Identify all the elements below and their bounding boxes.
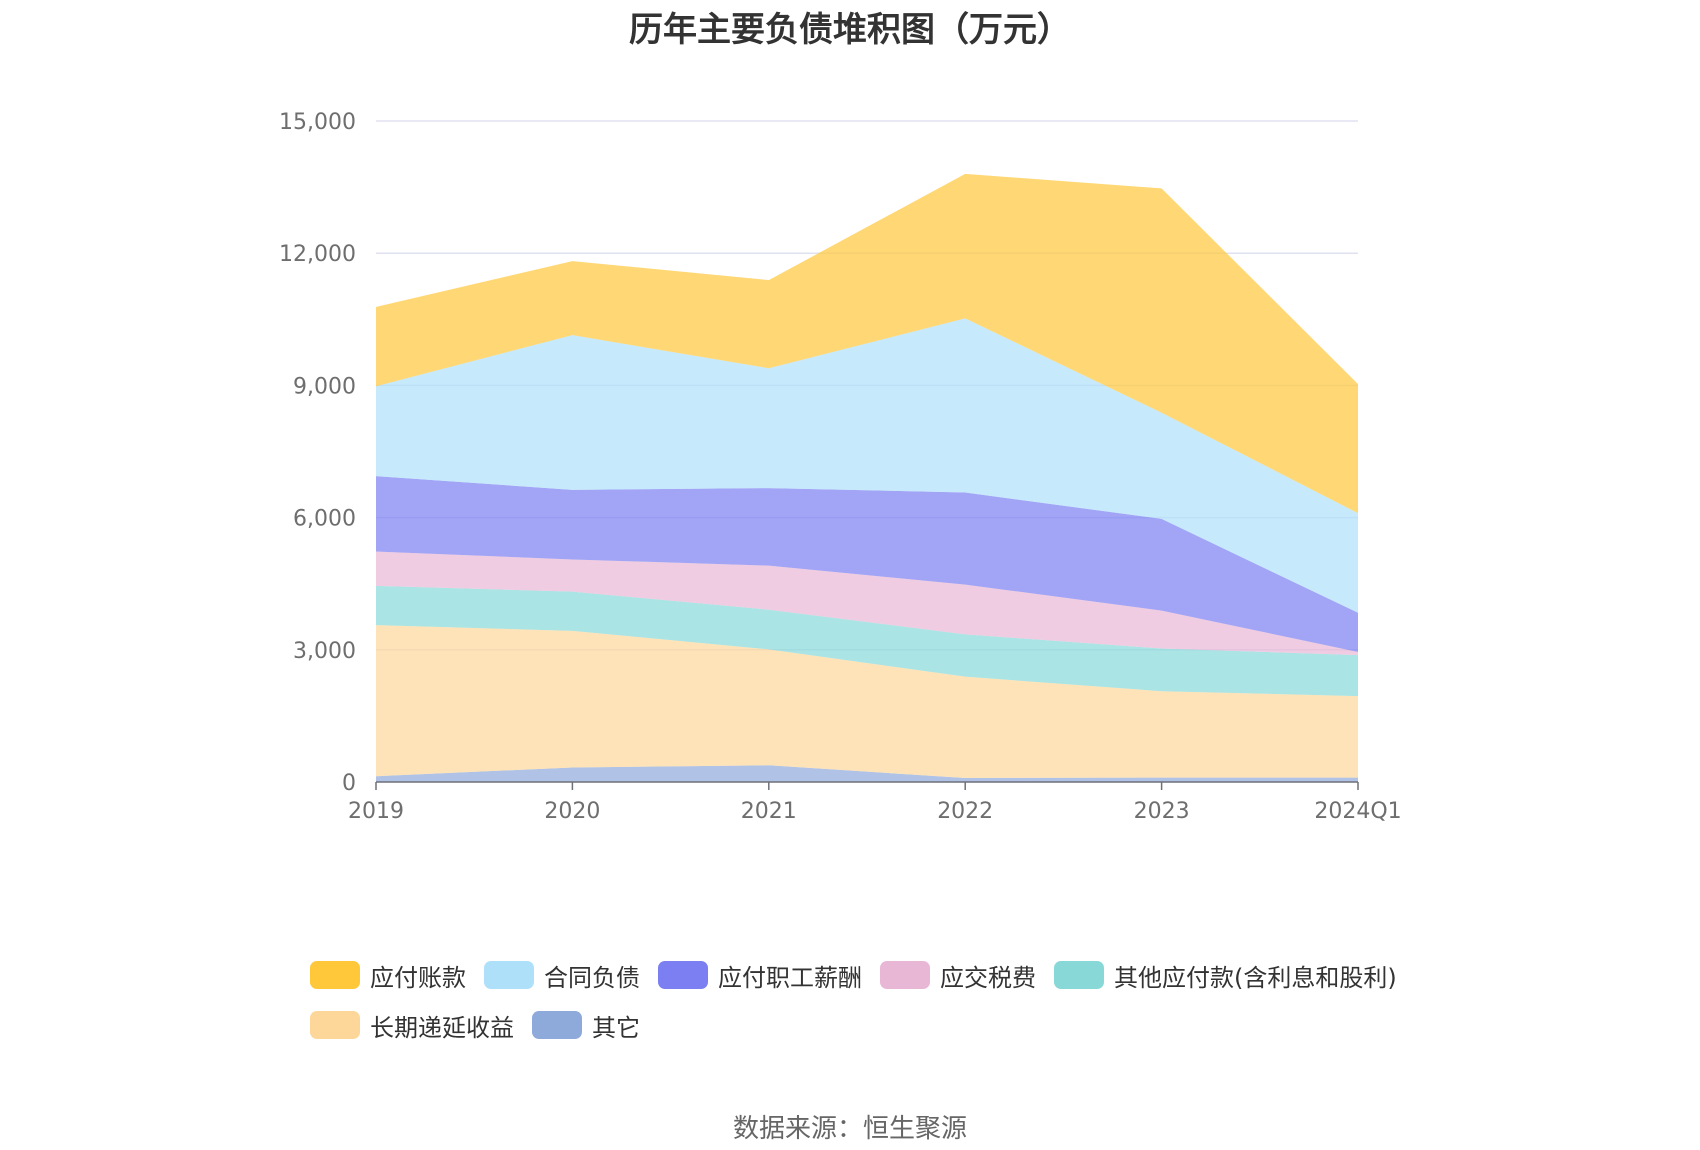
x-tick-label: 2020 [544,799,600,824]
x-tick-label: 2022 [937,799,993,824]
legend-swatch [658,961,708,989]
legend-item[interactable]: 应付职工薪酬 [658,958,862,992]
data-source: 数据来源：恒生聚源 [732,1114,967,1144]
legend-swatch [880,961,930,989]
legend: 应付账款 合同负债 应付职工薪酬 应交税费 其他应付款(含利息和股利) 长期递延收益 其它 [310,958,1460,1058]
legend-item[interactable]: 其它 [532,1008,640,1042]
y-tick-label: 3,000 [293,639,356,664]
legend-item[interactable]: 应付账款 [310,958,466,992]
legend-swatch [532,1011,582,1039]
legend-swatch [484,961,534,989]
y-tick-label: 0 [342,771,356,796]
area-其他应付款(含利息和股利) [376,585,1358,697]
legend-item[interactable]: 应交税费 [880,958,1036,992]
legend-label: 合同负债 [544,963,640,992]
area-合同负债 [376,318,1358,613]
axes: 0 3,000 6,000 9,000 12,000 15,000 2019 2020 2021… [279,110,1402,824]
stacked-area-chart: 0 3,000 6,000 9,000 12,000 15,000 2019 2020 2021… [279,110,1402,824]
y-tick-label: 6,000 [293,507,356,532]
area-长期递延收益 [376,625,1358,779]
x-tick-label: 2021 [741,799,797,824]
y-tick-label: 12,000 [279,242,356,267]
area-series [376,173,1358,782]
area-应付账款 [376,173,1358,514]
x-tick-label: 2024Q1 [1314,799,1401,824]
legend-item[interactable]: 合同负债 [484,958,640,992]
legend-label: 应交税费 [940,963,1036,992]
legend-item[interactable]: 长期递延收益 [310,1008,514,1042]
legend-label: 长期递延收益 [370,1013,514,1042]
legend-swatch [310,1011,360,1039]
x-tick-label: 2019 [348,799,404,824]
area-应付职工薪酬 [376,476,1358,653]
x-tick-label: 2023 [1134,799,1190,824]
legend-label: 应付账款 [370,963,466,992]
legend-label: 应付职工薪酬 [718,963,862,992]
area-其它 [376,765,1358,782]
legend-label: 其他应付款(含利息和股利) [1114,963,1397,992]
y-tick-label: 9,000 [293,374,356,399]
legend-label: 其它 [592,1013,640,1042]
y-tick-label: 15,000 [279,110,356,135]
legend-swatch [310,961,360,989]
legend-swatch [1054,961,1104,989]
area-应交税费 [376,551,1358,656]
chart-title: 历年主要负债堆积图（万元） [629,10,1071,50]
legend-item[interactable]: 其他应付款(含利息和股利) [1054,958,1397,992]
